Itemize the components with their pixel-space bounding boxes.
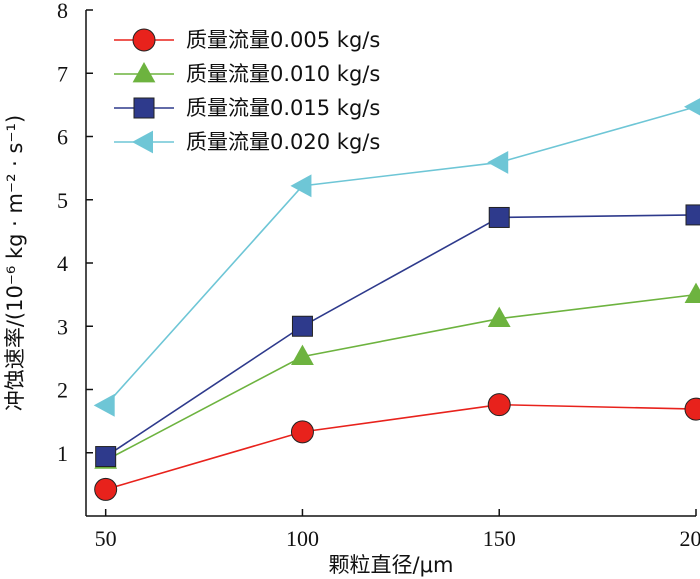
legend-label: 质量流量0.015 kg/s: [186, 96, 380, 120]
y-axis-title: 冲蚀速率/(10⁻⁶ kg · m⁻² · s⁻¹): [3, 115, 27, 411]
axes: 1 2 3 4 5 6 7 8 50 100 150 200: [57, 0, 700, 551]
y-tick-label: 4: [57, 251, 68, 276]
data-point: [685, 204, 700, 226]
legend-item: 质量流量0.010 kg/s: [114, 62, 380, 86]
data-point: [291, 315, 313, 337]
x-tick-label: 100: [286, 526, 319, 551]
data-point: [684, 98, 700, 116]
data-point: [291, 344, 314, 366]
y-tick-label: 2: [57, 378, 68, 403]
y-tick-label: 1: [57, 441, 68, 466]
data-point: [290, 420, 314, 444]
legend-marker: [132, 62, 156, 83]
legend: 质量流量0.005 kg/s 质量流量0.010 kg/s 质量流量0.015 kg…: [114, 28, 380, 154]
series-line: [105, 403, 697, 491]
series-1: [94, 393, 700, 501]
legend-marker: [132, 28, 156, 52]
x-tick-label: 50: [95, 526, 117, 551]
data-point: [487, 306, 511, 328]
y-tick-label: 7: [57, 61, 68, 86]
data-point: [487, 393, 511, 417]
legend-marker: [133, 97, 155, 119]
data-point: [94, 477, 118, 501]
series-4: [93, 98, 700, 417]
data-point: [487, 151, 509, 174]
series-line: [105, 293, 697, 462]
y-tick-label: 5: [57, 188, 68, 213]
x-tick-label: 200: [680, 526, 700, 551]
x-axis-title: 颗粒直径/μm: [329, 553, 454, 577]
series-line: [105, 214, 697, 458]
series-layer: [93, 98, 700, 501]
legend-item: 质量流量0.015 kg/s: [114, 96, 380, 120]
legend-label: 质量流量0.005 kg/s: [186, 28, 380, 52]
legend-item: 质量流量0.005 kg/s: [114, 28, 380, 52]
x-tick-label: 150: [483, 526, 516, 551]
series-2: [94, 282, 700, 469]
legend-marker: [132, 130, 153, 154]
data-point: [684, 282, 700, 304]
y-tick-label: 8: [57, 0, 68, 23]
data-point: [684, 397, 700, 421]
legend-label: 质量流量0.020 kg/s: [186, 130, 380, 154]
data-point: [488, 206, 510, 228]
legend-label: 质量流量0.010 kg/s: [186, 62, 380, 86]
data-point: [93, 393, 115, 417]
data-point: [95, 446, 117, 468]
series-line: [105, 106, 697, 406]
series-3: [95, 204, 700, 468]
y-tick-label: 3: [57, 314, 68, 339]
y-tick-label: 6: [57, 125, 68, 150]
legend-item: 质量流量0.020 kg/s: [114, 130, 380, 154]
data-point: [290, 174, 312, 198]
